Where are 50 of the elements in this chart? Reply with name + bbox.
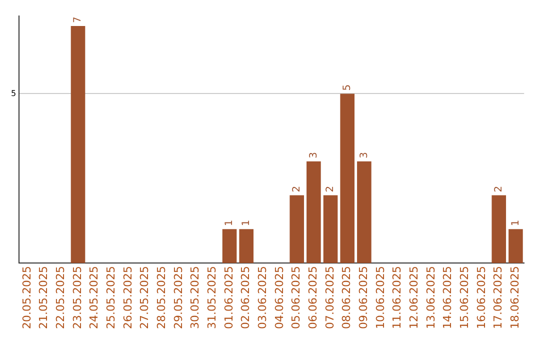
bar xyxy=(323,195,338,264)
bar xyxy=(239,229,254,264)
x-tick-label: 24.05.2025 xyxy=(88,266,101,330)
x-tick-label: 04.06.2025 xyxy=(272,266,286,330)
x-tick-label: 25.05.2025 xyxy=(104,266,118,330)
bar xyxy=(290,195,304,264)
data-label: 5 xyxy=(342,84,353,91)
x-tick-label: 18.06.2025 xyxy=(508,266,522,330)
x-tick-label: 16.06.2025 xyxy=(474,266,488,330)
x-tick-label: 06.06.2025 xyxy=(306,266,320,330)
bar xyxy=(508,229,523,264)
x-tick-label: 11.06.2025 xyxy=(390,266,404,330)
bar xyxy=(70,26,86,264)
x-tick-label: 17.06.2025 xyxy=(492,266,505,330)
x-tick-label: 08.06.2025 xyxy=(340,266,354,330)
x-tick-label: 23.05.2025 xyxy=(70,266,84,330)
x-tick-label: 20.05.2025 xyxy=(20,266,34,330)
bar xyxy=(306,161,321,264)
x-tick-label: 27.05.2025 xyxy=(138,266,152,330)
x-tick-label: 01.06.2025 xyxy=(222,266,236,330)
data-label: 2 xyxy=(291,186,302,192)
data-label: 1 xyxy=(510,220,522,226)
data-label: 2 xyxy=(493,186,504,192)
data-label: 1 xyxy=(240,220,252,226)
x-tick-label: 12.06.2025 xyxy=(408,266,421,330)
x-tick-label: 03.06.2025 xyxy=(256,266,270,330)
x-tick-label: 30.05.2025 xyxy=(188,266,202,330)
x-tick-label: 07.06.2025 xyxy=(323,266,336,330)
data-label: 2 xyxy=(325,186,336,192)
x-tick-label: 05.06.2025 xyxy=(290,266,303,330)
data-label: 7 xyxy=(72,16,84,23)
data-label: 1 xyxy=(224,220,236,226)
x-tick-label: 02.06.2025 xyxy=(239,266,252,330)
x-tick-label: 10.06.2025 xyxy=(374,266,387,330)
x-tick-label: 13.06.2025 xyxy=(424,266,438,330)
bar xyxy=(357,161,372,264)
bar xyxy=(222,229,237,264)
x-tick-label: 09.06.2025 xyxy=(357,266,370,330)
x-tick-label: 14.06.2025 xyxy=(441,266,454,330)
x-tick-label: 29.05.2025 xyxy=(172,266,185,330)
x-tick-label: 26.05.2025 xyxy=(121,266,134,330)
x-tick-label: 22.05.2025 xyxy=(54,266,68,330)
bar xyxy=(340,94,355,264)
x-tick-label: 31.05.2025 xyxy=(206,266,219,330)
bar xyxy=(492,195,506,264)
data-label: 3 xyxy=(358,152,370,158)
data-label: 3 xyxy=(308,152,320,158)
x-tick-label: 15.06.2025 xyxy=(458,266,472,330)
x-tick-label: 28.05.2025 xyxy=(155,266,168,330)
x-tick-label: 21.05.2025 xyxy=(37,266,50,330)
